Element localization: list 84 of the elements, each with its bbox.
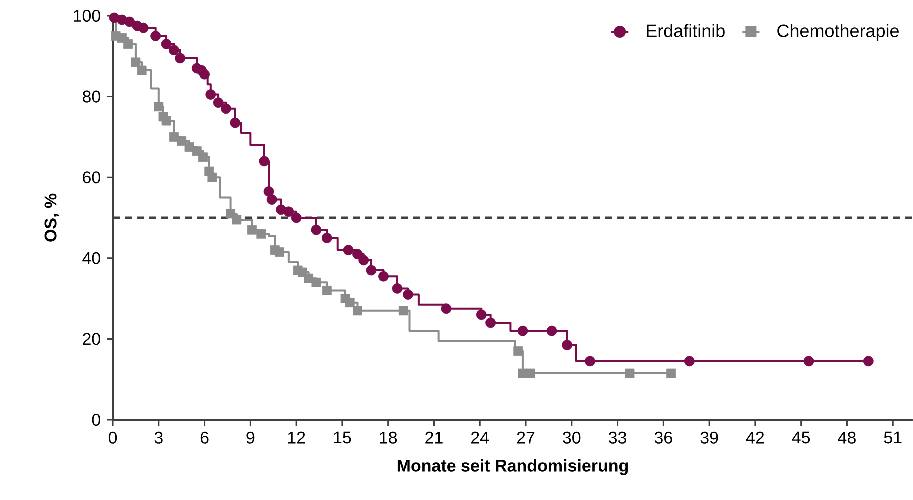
point: [322, 286, 332, 296]
x-tick-label: 48: [838, 432, 856, 444]
point: [322, 232, 332, 244]
point: [154, 102, 164, 112]
y-axis-title: OS, %: [44, 194, 60, 242]
point: [562, 340, 572, 350]
point: [266, 194, 278, 206]
point: [137, 66, 147, 76]
point: [804, 356, 814, 367]
point: [291, 212, 302, 224]
point: [284, 206, 294, 218]
point: [378, 271, 389, 282]
point: [138, 22, 149, 34]
x-tick-label: 18: [380, 432, 398, 444]
point: [625, 368, 635, 378]
point: [476, 310, 487, 320]
point: [198, 152, 208, 162]
point: [124, 16, 136, 28]
point: [150, 30, 162, 42]
x-tick-label: 12: [288, 432, 306, 444]
point: [161, 39, 172, 50]
point: [518, 326, 528, 336]
point: [177, 136, 187, 146]
point: [200, 69, 210, 80]
x-tick-label: 42: [746, 432, 764, 444]
point: [441, 304, 452, 314]
x-tick-label: 6: [200, 432, 209, 444]
point: [585, 356, 596, 367]
y-tick-label: 20: [83, 333, 100, 346]
x-tick-label: 33: [608, 432, 626, 444]
point: [256, 229, 266, 239]
point: [312, 278, 322, 288]
point: [392, 283, 403, 294]
x-tick-label: 0: [108, 432, 118, 444]
point: [311, 224, 322, 236]
x-tick-label: 51: [884, 432, 902, 444]
point: [863, 356, 874, 367]
point: [358, 255, 370, 266]
point: [353, 306, 362, 316]
point: [398, 306, 408, 316]
y-tick-label: 80: [82, 90, 100, 103]
x-tick-label: 45: [792, 432, 810, 444]
point: [666, 368, 676, 378]
legend-label: Chemotherapie: [778, 24, 899, 42]
point: [168, 45, 180, 56]
point: [230, 118, 241, 128]
point: [526, 368, 536, 378]
point: [131, 58, 141, 68]
y-tick-label: 40: [82, 252, 100, 264]
point: [352, 249, 363, 260]
x-axis-title: Monate seit Randomisierung: [398, 459, 628, 476]
point: [486, 318, 496, 328]
point: [403, 290, 414, 300]
y-tick-label: 0: [92, 414, 100, 426]
x-tick-label: 27: [517, 432, 535, 444]
legend-label: Erdafitinib: [647, 24, 725, 38]
point: [275, 248, 284, 258]
x-tick-label: 21: [426, 432, 443, 444]
x-tick-label: 9: [246, 432, 255, 444]
x-tick-label: 36: [654, 432, 672, 444]
point: [684, 356, 695, 367]
point: [232, 215, 242, 225]
x-tick-label: 24: [472, 432, 490, 444]
point: [343, 245, 354, 256]
x-tick-label: 3: [154, 432, 163, 444]
y-tick-label: 100: [74, 10, 100, 22]
point: [124, 40, 134, 49]
point: [514, 346, 524, 356]
point: [345, 298, 355, 308]
point: [248, 225, 257, 235]
y-tick-label: 60: [83, 172, 100, 184]
point: [221, 104, 232, 114]
point: [213, 98, 224, 108]
point: [208, 172, 218, 182]
point: [259, 156, 270, 167]
point: [366, 265, 377, 276]
x-tick-label: 15: [334, 432, 352, 444]
point: [546, 326, 558, 336]
point: [264, 186, 274, 197]
x-tick-label: 39: [700, 432, 718, 444]
point: [206, 90, 216, 100]
point: [175, 53, 186, 64]
x-tick-label: 30: [563, 432, 581, 444]
point: [162, 116, 172, 126]
